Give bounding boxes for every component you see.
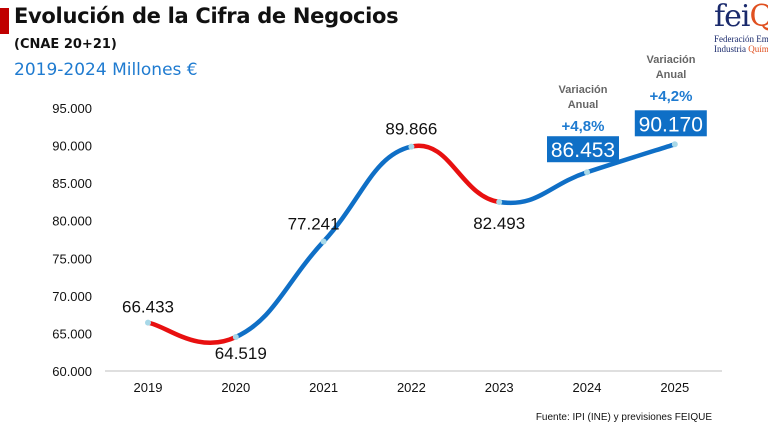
logo-line2: Industria Quím bbox=[714, 44, 768, 54]
data-label: 64.519 bbox=[215, 344, 267, 363]
y-tick-label: 95.000 bbox=[52, 101, 92, 116]
x-tick-label: 2023 bbox=[485, 380, 514, 395]
chart-title: Evolución de la Cifra de Negocios bbox=[14, 4, 399, 28]
data-label: 89.866 bbox=[385, 120, 437, 139]
chart-subtitle: (CNAE 20+21) bbox=[14, 37, 117, 52]
annotation-value: +4,8% bbox=[562, 118, 605, 135]
x-tick-label: 2025 bbox=[660, 380, 689, 395]
data-point bbox=[145, 319, 151, 326]
x-tick-label: 2021 bbox=[309, 380, 338, 395]
line-segment bbox=[233, 239, 326, 340]
data-point bbox=[496, 198, 503, 205]
x-tick-label: 2022 bbox=[397, 380, 426, 395]
y-tick-label: 65.000 bbox=[52, 326, 92, 341]
line-segment bbox=[409, 143, 502, 205]
data-point bbox=[408, 143, 415, 150]
y-tick-label: 75.000 bbox=[52, 251, 92, 266]
y-tick-label: 70.000 bbox=[52, 289, 92, 304]
annotation-value: +4,2% bbox=[650, 88, 693, 105]
data-label-box bbox=[547, 136, 619, 163]
title-accent-bar bbox=[0, 8, 9, 34]
x-tick-label: 2019 bbox=[134, 380, 163, 395]
chart-period: 2019-2024 Millones € bbox=[14, 60, 198, 80]
feique-logo: feiQ Federación Emp Industria Quím bbox=[714, 0, 768, 70]
data-label-box bbox=[634, 110, 707, 137]
y-tick-label: 80.000 bbox=[52, 214, 92, 229]
y-tick-label: 90.000 bbox=[52, 139, 92, 154]
data-point bbox=[232, 334, 239, 341]
data-point bbox=[671, 141, 678, 148]
data-point bbox=[320, 238, 327, 245]
line-segment bbox=[584, 142, 678, 175]
data-label: 82.493 bbox=[473, 214, 525, 233]
y-tick-label: 60.000 bbox=[52, 364, 92, 379]
line-segment bbox=[321, 144, 414, 244]
logo-line1: Federación Emp bbox=[714, 34, 768, 44]
x-tick-label: 2024 bbox=[573, 380, 602, 395]
data-label: 66.433 bbox=[122, 298, 174, 317]
line-segment bbox=[496, 169, 590, 206]
line-segment bbox=[145, 320, 239, 345]
annotation-label: Variación bbox=[559, 84, 608, 96]
data-label: 86.453 bbox=[551, 139, 615, 162]
annotation-label: Anual bbox=[568, 99, 599, 111]
annotation-label: Anual bbox=[656, 69, 687, 81]
x-tick-label: 2020 bbox=[221, 380, 250, 395]
logo-mark: feiQ bbox=[714, 0, 768, 34]
data-point bbox=[584, 169, 590, 176]
source-note: Fuente: IPI (INE) y previsiones FEIQUE bbox=[535, 412, 712, 423]
data-label: 77.241 bbox=[288, 214, 340, 233]
data-label: 90.170 bbox=[639, 113, 703, 136]
y-tick-label: 85.000 bbox=[52, 176, 92, 191]
annotation-label: Variación bbox=[647, 54, 696, 66]
